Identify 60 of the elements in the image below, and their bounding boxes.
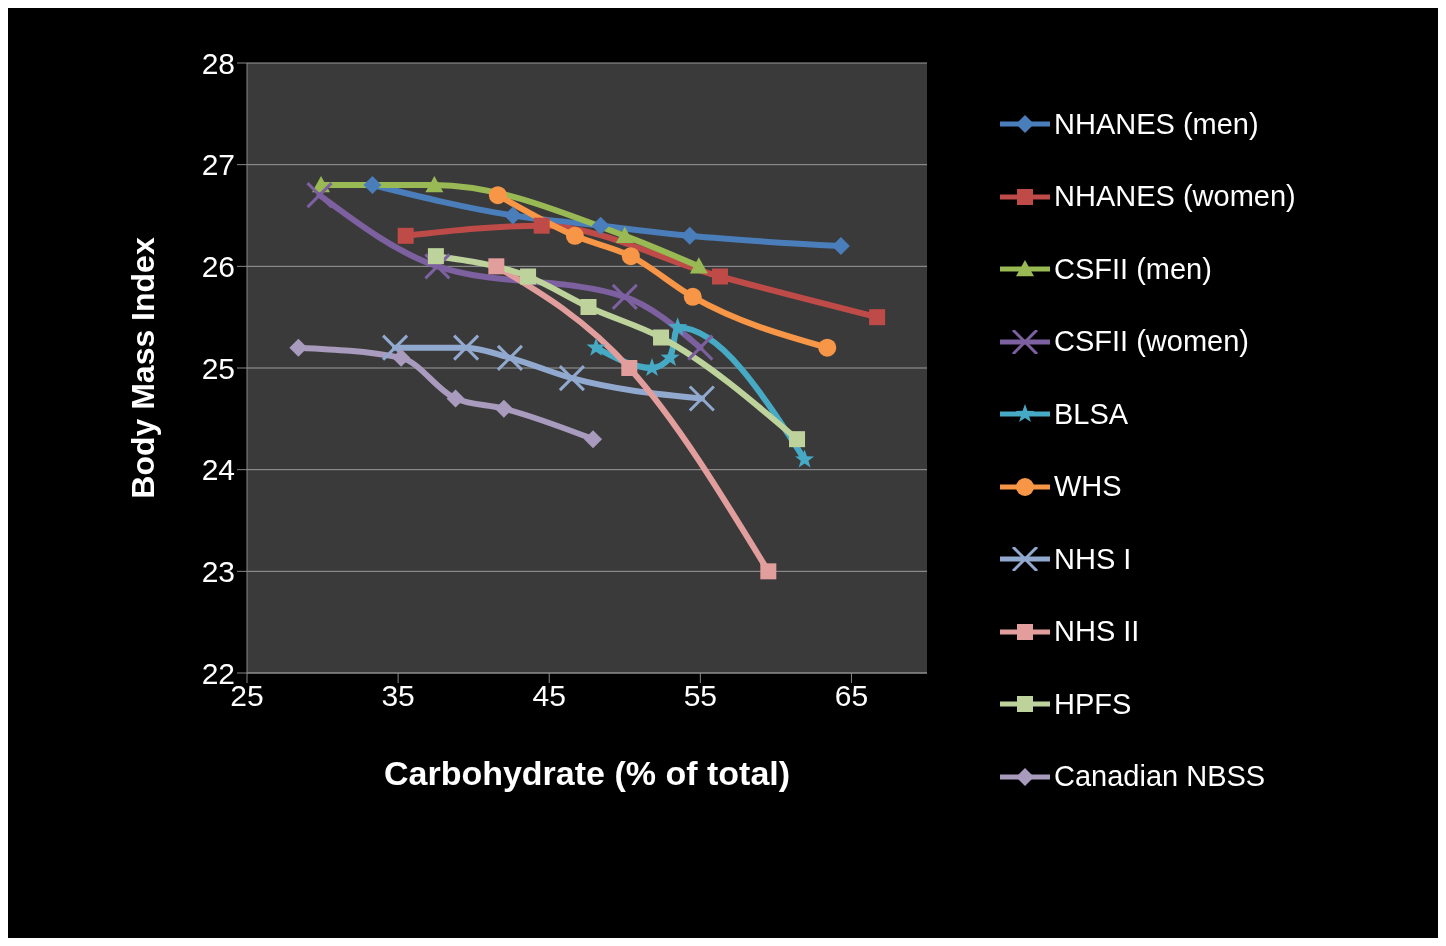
point <box>496 344 524 372</box>
y-tick-label: 25 <box>201 351 235 385</box>
point <box>621 360 638 376</box>
legend-label: NHS II <box>1054 615 1140 649</box>
point <box>668 317 688 336</box>
point <box>660 347 680 366</box>
point <box>686 334 714 362</box>
x-axis-title: Carbohydrate (% of total) <box>383 754 791 792</box>
y-tick-label: 27 <box>201 148 235 182</box>
point <box>586 337 606 356</box>
point <box>795 449 815 468</box>
legend-label: NHS I <box>1054 542 1132 576</box>
point <box>306 181 334 209</box>
legend-label: CSFII (women) <box>1054 325 1249 359</box>
x-tick-label: 55 <box>683 679 718 713</box>
point <box>427 248 444 265</box>
x-tick-label: 45 <box>532 679 566 713</box>
point <box>584 430 603 449</box>
legend-label: WHS <box>1054 470 1122 504</box>
point <box>446 389 465 408</box>
point <box>683 287 702 306</box>
point <box>425 176 444 193</box>
point <box>711 268 728 285</box>
point <box>520 268 537 285</box>
point <box>488 186 507 205</box>
legend-label: CSFII (men) <box>1054 252 1212 286</box>
y-tick-label: 28 <box>201 46 235 80</box>
point <box>392 348 411 367</box>
y-tick-label: 26 <box>201 249 235 283</box>
point <box>363 176 382 194</box>
y-tick-label: 24 <box>201 453 235 487</box>
point <box>452 334 480 362</box>
point <box>869 309 886 326</box>
point <box>621 247 640 266</box>
legend-label: NHANES (men) <box>1054 107 1259 141</box>
point <box>580 299 597 315</box>
point <box>397 227 414 244</box>
point <box>818 338 837 357</box>
point <box>533 217 550 234</box>
point <box>565 226 584 245</box>
point <box>615 226 634 244</box>
point <box>789 431 806 448</box>
point <box>689 257 708 274</box>
y-axis-title: Body Mass Index <box>125 237 162 499</box>
point <box>591 216 610 235</box>
point <box>653 329 670 346</box>
point <box>488 258 505 275</box>
legend-label: HPFS <box>1054 687 1132 721</box>
point <box>503 206 522 225</box>
legend-label: NHANES (women) <box>1054 180 1296 214</box>
point <box>611 283 639 311</box>
legend-label: BLSA <box>1054 397 1129 431</box>
x-tick-label: 35 <box>381 679 415 713</box>
x-tick-label: 65 <box>834 679 869 713</box>
legend-label: Canadian NBSS <box>1054 760 1266 794</box>
point <box>688 385 716 412</box>
y-tick-label: 23 <box>201 554 235 588</box>
point <box>760 563 777 580</box>
point <box>558 364 586 392</box>
point <box>494 399 513 418</box>
